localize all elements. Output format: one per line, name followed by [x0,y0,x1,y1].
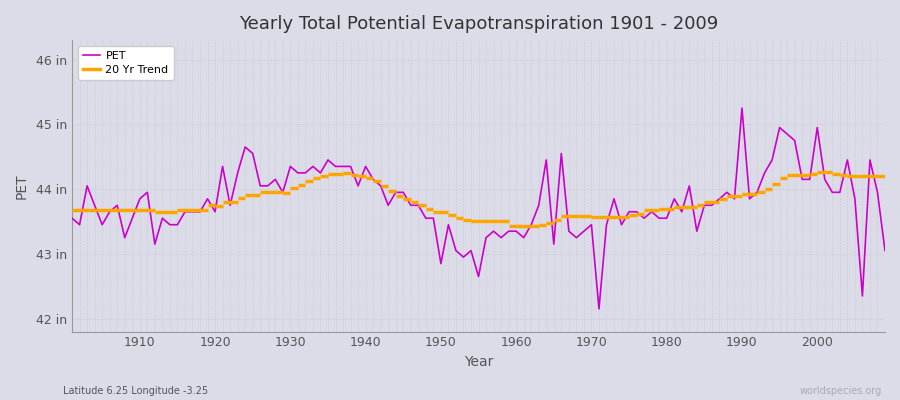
PET [338,164,348,169]
Text: Latitude 6.25 Longitude -3.25: Latitude 6.25 Longitude -3.25 [63,386,208,396]
X-axis label: Year: Year [464,355,493,369]
Line: PET: PET [72,108,885,309]
PET [503,229,514,234]
PET [879,248,890,253]
PET [736,106,747,110]
PET [594,306,605,311]
Legend: PET, 20 Yr Trend: PET, 20 Yr Trend [77,46,174,80]
PET [292,170,303,175]
Title: Yearly Total Potential Evapotranspiration 1901 - 2009: Yearly Total Potential Evapotranspiratio… [238,15,718,33]
Y-axis label: PET: PET [15,173,29,199]
PET [127,216,138,221]
PET [511,229,522,234]
Text: worldspecies.org: worldspecies.org [800,386,882,396]
PET [67,216,77,221]
PET [608,196,619,201]
